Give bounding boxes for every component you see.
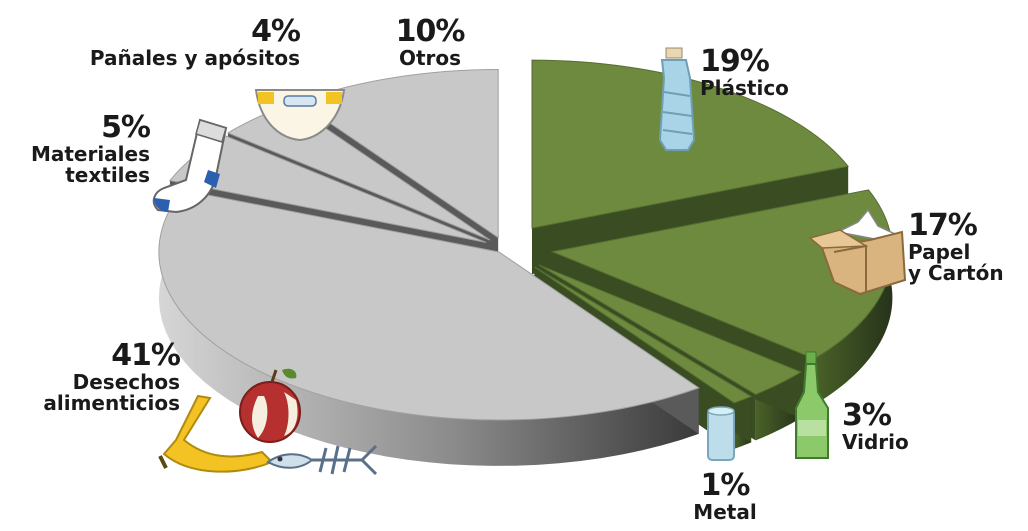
label-textiles-line2: textiles [65, 162, 150, 187]
label-otros-value: 10% [395, 14, 466, 49]
slice-papel-y-carton-side [814, 189, 893, 405]
label-papel-carton: 17% Papel y Cartón [908, 210, 1004, 284]
label-plastico-name: Plástico [700, 75, 789, 100]
label-textiles-line1: Materiales [30, 141, 150, 166]
label-otros: 10% Otros [380, 16, 480, 69]
plastic-bottle-icon [658, 47, 696, 151]
label-desechos-line1: Desechos [72, 369, 180, 394]
label-desechos: 41% Desechos alimenticios [0, 338, 181, 415]
label-otros-name: Otros [398, 45, 462, 70]
diaper-icon [254, 89, 346, 142]
label-vidrio: 3% Vidrio [842, 400, 909, 453]
slice-metal [534, 266, 753, 404]
sock-icon [152, 118, 228, 214]
pie-icons [152, 47, 907, 476]
label-metal-value: 1% [700, 468, 751, 503]
label-panales: 4% Pañales y apósitos [20, 14, 301, 70]
food-waste-icon [158, 368, 378, 476]
glass-bottle-icon [795, 351, 829, 459]
label-metal: 1% Metal [690, 470, 760, 523]
label-plastico: 19% Plástico [700, 46, 789, 99]
label-papel-line2: y Cartón [908, 260, 1004, 285]
label-papel-line1: Papel [908, 239, 971, 264]
slice-desechos-alimenticios [158, 189, 700, 421]
label-textiles: 5% Materiales textiles [0, 110, 151, 187]
label-metal-name: Metal [693, 499, 757, 524]
label-panales-name: Pañales y apósitos [89, 45, 300, 70]
cardboard-box-icon [808, 208, 907, 296]
label-desechos-line2: alimenticios [43, 390, 180, 415]
label-desechos-value: 41% [111, 338, 181, 373]
label-vidrio-name: Vidrio [842, 429, 909, 454]
label-papel-value: 17% [908, 208, 978, 243]
metal-can-icon [707, 406, 735, 461]
label-textiles-value: 5% [101, 110, 151, 145]
label-plastico-value: 19% [700, 44, 770, 79]
label-panales-value: 4% [251, 14, 301, 49]
slice-vidrio [538, 264, 803, 395]
label-vidrio-value: 3% [842, 398, 892, 433]
